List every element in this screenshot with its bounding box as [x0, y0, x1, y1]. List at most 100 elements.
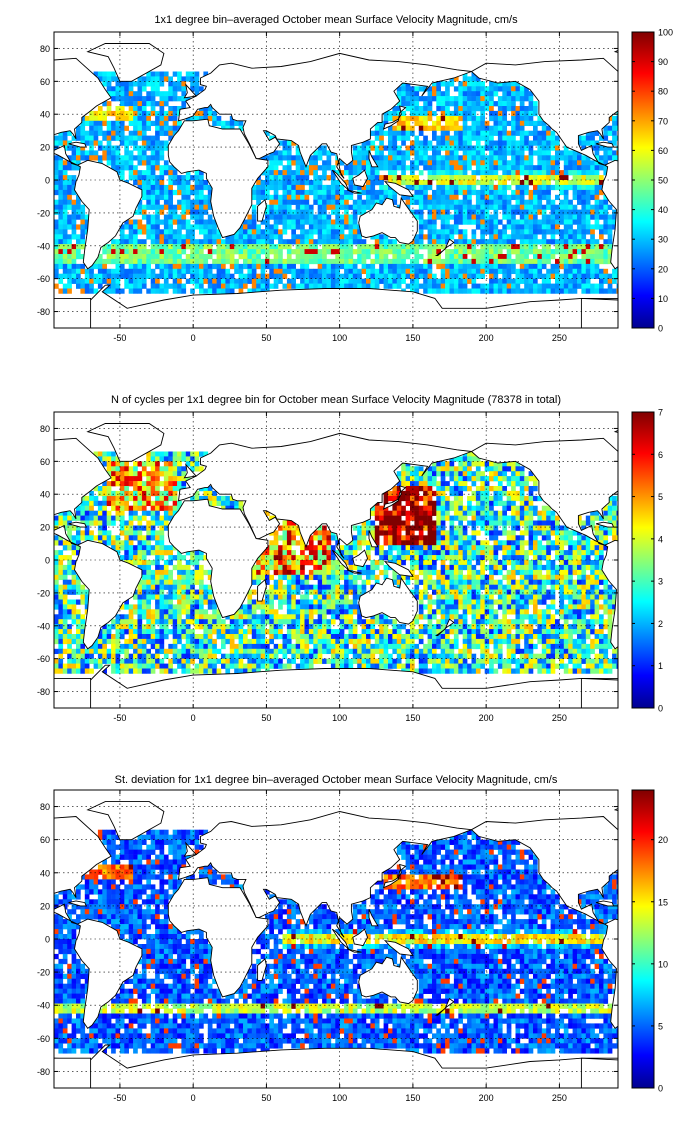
heatmap-cell	[115, 150, 121, 156]
heatmap-cell	[453, 530, 459, 536]
heatmap-cell	[427, 204, 433, 210]
heatmap-cell	[541, 254, 547, 260]
heatmap-cell	[572, 273, 578, 279]
heatmap-cell	[80, 120, 86, 127]
heatmap-cell	[383, 175, 389, 181]
heatmap-cell	[229, 249, 235, 255]
heatmap-cell	[374, 273, 380, 279]
heatmap-cell	[265, 263, 270, 270]
heatmap-cell	[502, 490, 507, 497]
heatmap-cell	[458, 189, 463, 196]
heatmap-cell	[423, 165, 428, 171]
heatmap-cell	[313, 160, 318, 166]
heatmap-cell	[467, 244, 472, 250]
heatmap-cell	[401, 160, 406, 166]
heatmap-cell	[97, 155, 103, 161]
heatmap-cell	[181, 209, 187, 215]
heatmap-cell	[506, 476, 512, 482]
heatmap-cell	[102, 110, 107, 117]
heatmap-cell	[585, 535, 591, 541]
heatmap-cell	[418, 520, 424, 526]
heatmap-cell	[168, 229, 173, 235]
heatmap-cell	[590, 135, 595, 141]
heatmap-cell	[581, 273, 587, 279]
heatmap-cell	[603, 150, 609, 156]
heatmap-cell	[141, 510, 147, 516]
heatmap-cell	[427, 194, 433, 201]
heatmap-cell	[58, 175, 64, 181]
heatmap-cell	[436, 81, 441, 87]
heatmap-cell	[361, 145, 367, 151]
heatmap-cell	[550, 288, 556, 294]
heatmap-cell	[357, 145, 362, 151]
heatmap-cell	[286, 268, 292, 275]
heatmap-cell	[124, 150, 129, 156]
heatmap-cell	[115, 120, 121, 127]
heatmap-cell	[199, 229, 204, 235]
heatmap-cell	[594, 199, 600, 205]
heatmap-cell	[414, 184, 420, 191]
heatmap-cell	[322, 278, 327, 284]
heatmap-cell	[106, 461, 112, 467]
heatmap-cell	[119, 466, 125, 472]
heatmap-cell	[150, 278, 156, 284]
heatmap-cell	[273, 170, 279, 176]
heatmap-cell	[194, 71, 200, 77]
heatmap-cell	[203, 209, 209, 215]
heatmap-cell	[511, 140, 516, 146]
heatmap-cell	[594, 268, 600, 275]
heatmap-cell	[177, 486, 182, 492]
heatmap-cell	[295, 234, 301, 240]
heatmap-cell	[533, 150, 538, 156]
heatmap-cell	[418, 145, 424, 151]
heatmap-cell	[423, 184, 428, 191]
heatmap-cell	[528, 91, 534, 97]
heatmap-cell	[506, 278, 512, 284]
heatmap-cell	[278, 170, 283, 176]
heatmap-cell	[150, 180, 156, 186]
heatmap-cell	[71, 224, 77, 230]
heatmap-cell	[453, 130, 459, 136]
heatmap-cell	[225, 258, 231, 265]
heatmap-cell	[493, 273, 499, 279]
heatmap-cell	[273, 278, 279, 284]
heatmap-cell	[185, 268, 191, 275]
heatmap-cell	[102, 490, 107, 497]
heatmap-cell	[432, 234, 437, 240]
heatmap-cell	[388, 140, 393, 146]
heatmap-cell	[370, 505, 376, 511]
heatmap-cell	[273, 268, 279, 275]
heatmap-cell	[330, 239, 336, 245]
heatmap-cell	[467, 540, 472, 546]
heatmap-cell	[599, 273, 604, 279]
heatmap-cell	[511, 214, 516, 220]
heatmap-cell	[260, 268, 266, 275]
heatmap-cell	[493, 525, 499, 531]
heatmap-cell	[475, 268, 481, 275]
heatmap-cell	[396, 520, 402, 526]
heatmap-cell	[462, 525, 468, 531]
heatmap-cell	[168, 234, 173, 240]
heatmap-cell	[115, 76, 121, 82]
heatmap-cell	[106, 155, 112, 161]
heatmap-cell	[449, 258, 455, 265]
heatmap-cell	[146, 229, 151, 235]
heatmap-cell	[357, 204, 362, 210]
heatmap-cell	[383, 120, 389, 127]
heatmap-cell	[212, 500, 217, 507]
heatmap-cell	[295, 194, 301, 201]
heatmap-cell	[445, 91, 450, 97]
heatmap-cell	[590, 234, 595, 240]
heatmap-cell	[366, 194, 371, 201]
heatmap-cell	[304, 170, 310, 176]
heatmap-cell	[432, 239, 437, 245]
heatmap-cell	[304, 263, 310, 270]
heatmap-cell	[427, 91, 433, 97]
heatmap-cell	[396, 471, 402, 477]
heatmap-cell	[440, 461, 446, 467]
heatmap-cell	[388, 170, 393, 176]
heatmap-cell	[396, 204, 402, 210]
heatmap-cell	[511, 86, 516, 92]
heatmap-cell	[163, 224, 169, 230]
heatmap-cell	[330, 258, 336, 265]
